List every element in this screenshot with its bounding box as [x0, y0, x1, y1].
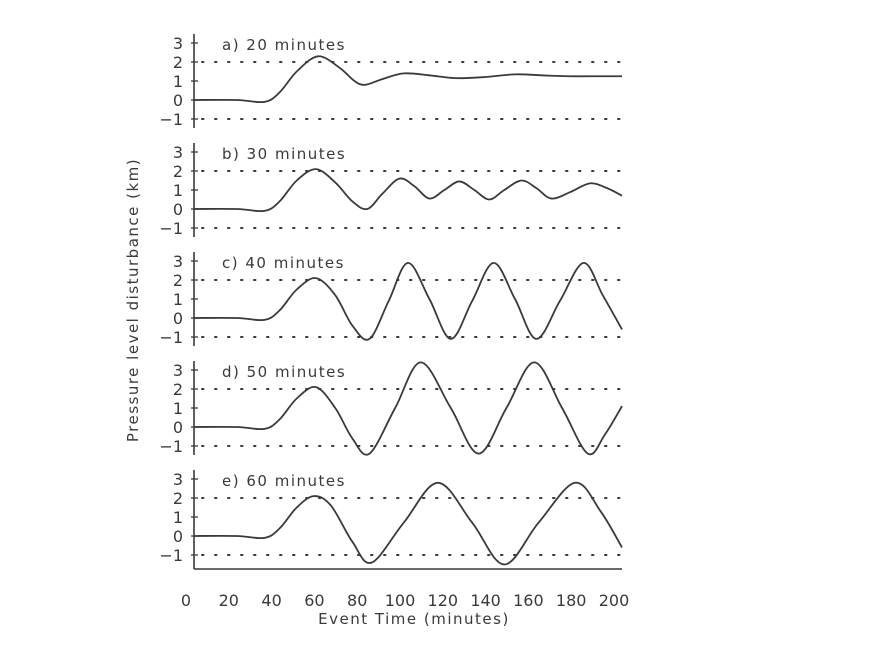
x-tick-label: 200 [599, 591, 630, 610]
x-tick-label: 160 [513, 591, 544, 610]
y-tick-label: 2 [173, 271, 183, 290]
y-tick-label: 0 [173, 200, 183, 219]
x-axis-label: Event Time (minutes) [318, 610, 510, 628]
panel-label: e) 60 minutes [222, 472, 346, 490]
y-tick-label: 3 [173, 470, 183, 489]
x-tick-label: 60 [304, 591, 324, 610]
y-tick-label: 1 [173, 290, 183, 309]
panel-label: a) 20 minutes [222, 36, 346, 54]
y-tick-label: 3 [173, 252, 183, 271]
x-tick-label: 120 [428, 591, 459, 610]
series-line [193, 168, 623, 213]
x-tick-label: 140 [470, 591, 501, 610]
x-tick-label: 0 [181, 591, 191, 610]
y-tick-label: 2 [173, 162, 183, 181]
y-tick-label: −1 [159, 546, 183, 565]
x-tick-label: 180 [556, 591, 587, 610]
y-tick-label: −1 [159, 219, 183, 238]
y-tick-label: −1 [159, 437, 183, 456]
series-line [193, 481, 623, 566]
y-tick-label: 0 [173, 527, 183, 546]
y-tick-label: 3 [173, 143, 183, 162]
y-tick-label: −1 [159, 328, 183, 347]
x-tick-label: 40 [261, 591, 281, 610]
panel-label: c) 40 minutes [222, 254, 345, 272]
y-tick-label: 2 [173, 53, 183, 72]
y-tick-label: 0 [173, 309, 183, 328]
series-line [193, 261, 623, 341]
x-axis: 0 20 40 60 80 100 120 140 160 180 200 [181, 568, 630, 610]
series-line [193, 361, 623, 456]
y-tick-label: 1 [173, 181, 183, 200]
y-tick-label: 2 [173, 489, 183, 508]
x-tick-label: 20 [219, 591, 239, 610]
x-tick-label: 100 [385, 591, 416, 610]
y-tick-label: 0 [173, 91, 183, 110]
y-tick-label: 1 [173, 72, 183, 91]
panel-label: b) 30 minutes [222, 145, 346, 163]
x-tick-label: 80 [347, 591, 367, 610]
y-tick-label: 3 [173, 361, 183, 380]
y-tick-label: 3 [173, 34, 183, 53]
panel-label: d) 50 minutes [222, 363, 346, 381]
y-tick-label: 1 [173, 399, 183, 418]
y-tick-label: 2 [173, 380, 183, 399]
y-tick-label: −1 [159, 110, 183, 129]
series-line [193, 55, 622, 104]
y-tick-label: 0 [173, 418, 183, 437]
y-axis-label: Pressure level disturbance (km) [124, 158, 142, 442]
y-tick-label: 1 [173, 508, 183, 527]
